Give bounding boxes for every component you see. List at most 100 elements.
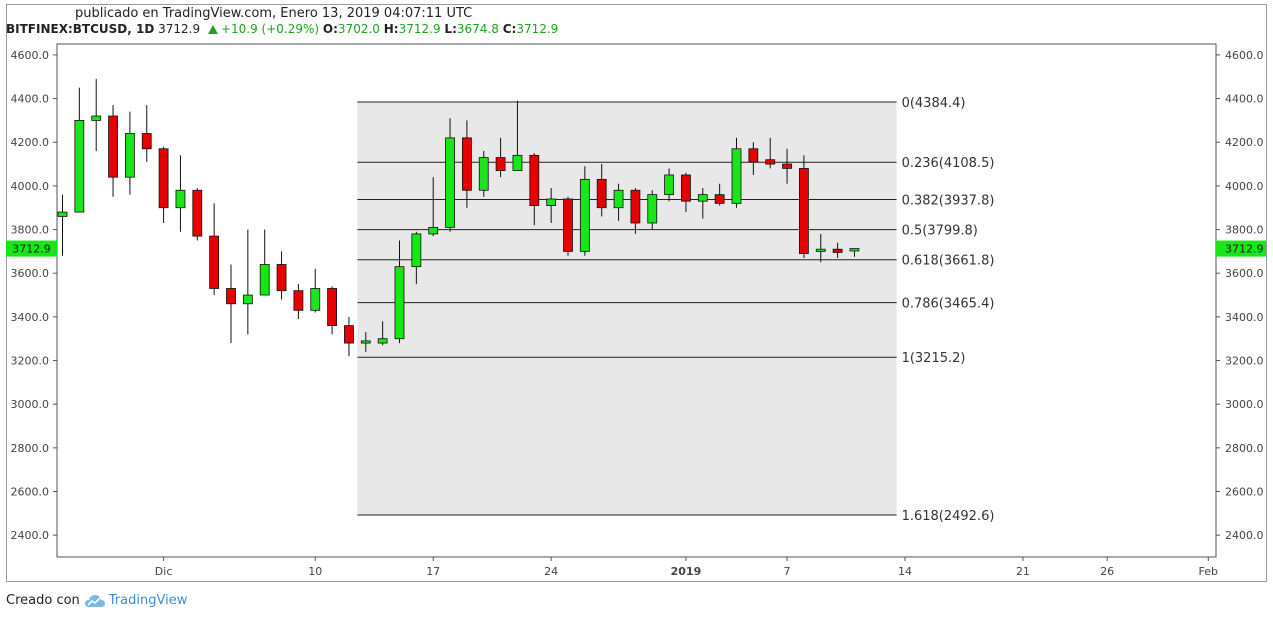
x-tick-label: 10 — [308, 565, 322, 578]
y-tick-label-right: 3200.0 — [1225, 355, 1264, 368]
fib-level-label: 0.786(3465.4) — [902, 297, 995, 312]
y-tick-label-left: 2800.0 — [11, 442, 50, 455]
open-value: 3702.0 — [337, 22, 380, 36]
candle-body — [209, 235, 220, 289]
fib-level-label: 0.618(3661.8) — [902, 254, 995, 269]
candle-body — [327, 288, 338, 327]
candle-body — [175, 189, 186, 209]
y-tick-label-right: 4400.0 — [1225, 93, 1264, 106]
fib-level-label: 0.5(3799.8) — [902, 224, 978, 239]
candle-body — [141, 133, 152, 150]
y-tick-label-left: 3000.0 — [11, 398, 50, 411]
candle-body — [731, 148, 742, 204]
candle-body — [546, 198, 557, 206]
candle-body — [714, 194, 725, 204]
y-tick-label-left: 3600.0 — [11, 267, 50, 280]
last-price-badge-left — [6, 240, 57, 257]
y-tick-label-right: 3400.0 — [1225, 311, 1264, 324]
candle-body — [360, 340, 371, 344]
y-tick-label-right: 3800.0 — [1225, 224, 1264, 237]
x-tick-label: 14 — [898, 565, 912, 578]
candle-body — [495, 157, 506, 172]
y-tick-label-right: 4000.0 — [1225, 180, 1264, 193]
candle-body — [461, 137, 472, 191]
footer: Creado con TradingView — [6, 593, 187, 608]
x-tick-label: 26 — [1100, 565, 1114, 578]
candle-body — [411, 233, 422, 268]
fib-level-label: 1.618(2492.6) — [902, 509, 995, 524]
candle-body — [192, 189, 203, 237]
candle-body — [563, 198, 573, 252]
fib-level-label: 0.382(3937.8) — [902, 193, 995, 208]
y-tick-label-right: 4600.0 — [1225, 49, 1264, 62]
price-change: +10.9 (+0.29%) — [220, 22, 320, 36]
y-tick-label-right: 4200.0 — [1225, 136, 1264, 149]
candle-body — [377, 338, 388, 344]
candle-body — [529, 154, 540, 206]
candle-body — [849, 248, 860, 252]
candle-body — [697, 194, 708, 202]
candle-body — [799, 168, 809, 254]
close-value: 3712.9 — [516, 22, 559, 36]
x-tick-label: 2019 — [671, 565, 702, 578]
tradingview-link[interactable]: TradingView — [108, 593, 188, 608]
plot-border — [56, 43, 1217, 558]
last-price-badge-left-text: 3712.9 — [12, 243, 51, 256]
x-tick-label: 17 — [426, 565, 440, 578]
candle-body — [630, 189, 641, 224]
candle-body — [681, 174, 691, 202]
open-label: O: — [322, 22, 338, 36]
y-tick-label-left: 3800.0 — [11, 224, 50, 237]
candle-body — [242, 294, 253, 305]
candle-body — [647, 194, 658, 224]
last-price-badge-right-text: 3712.9 — [1225, 243, 1264, 256]
x-tick-label: 24 — [544, 565, 558, 578]
candle-body — [613, 189, 624, 209]
high-label: H: — [383, 22, 399, 36]
candle-body — [394, 266, 405, 340]
close-label: C: — [502, 22, 517, 36]
high-value: 3712.9 — [398, 22, 441, 36]
candle-body — [579, 178, 590, 252]
candle-body — [344, 325, 354, 344]
candle-body — [57, 211, 68, 217]
candle-body — [259, 264, 270, 296]
candle-body — [91, 115, 102, 121]
candle-body — [293, 290, 304, 311]
x-tick-label: Feb — [1199, 565, 1218, 578]
candle-body — [445, 137, 455, 228]
y-tick-label-left: 4600.0 — [11, 49, 50, 62]
candle-body — [74, 120, 85, 213]
candle-body — [664, 174, 674, 196]
candle-body — [226, 288, 236, 305]
y-tick-label-left: 2400.0 — [11, 529, 50, 542]
candle-body — [310, 288, 321, 311]
fib-level-label: 1(3215.2) — [902, 351, 966, 366]
y-tick-label-left: 4200.0 — [11, 136, 50, 149]
y-tick-label-right: 2600.0 — [1225, 486, 1264, 499]
y-tick-label-left: 4400.0 — [11, 93, 50, 106]
symbol-legend: BITFINEX:BTCUSD, 1D 3712.9 +10.9 (+0.29%… — [6, 22, 558, 36]
low-label: L: — [444, 22, 457, 36]
fib-level-label: 0(4384.4) — [902, 96, 966, 111]
candle-body — [832, 248, 843, 253]
fib-retracement-area — [357, 101, 897, 515]
candle-body — [782, 163, 792, 169]
y-tick-label-left: 2600.0 — [11, 486, 50, 499]
published-info: publicado en TradingView.com, Enero 13, … — [75, 6, 473, 21]
candle-body — [428, 226, 439, 235]
x-tick-label: 7 — [784, 565, 791, 578]
x-tick-label: 21 — [1016, 565, 1030, 578]
last-price-badge-right — [1216, 240, 1266, 257]
tradingview-cloud-icon — [84, 594, 105, 607]
y-tick-label-right: 2800.0 — [1225, 442, 1264, 455]
last-price: 3712.9 — [158, 22, 201, 36]
up-triangle-icon — [207, 25, 218, 34]
y-tick-label-right: 2400.0 — [1225, 529, 1264, 542]
low-value: 3674.8 — [456, 22, 499, 36]
symbol-label[interactable]: BITFINEX:BTCUSD, 1D — [6, 22, 155, 36]
y-tick-label-right: 3000.0 — [1225, 398, 1264, 411]
y-tick-label-left: 3200.0 — [11, 355, 50, 368]
candle-body — [125, 133, 135, 178]
